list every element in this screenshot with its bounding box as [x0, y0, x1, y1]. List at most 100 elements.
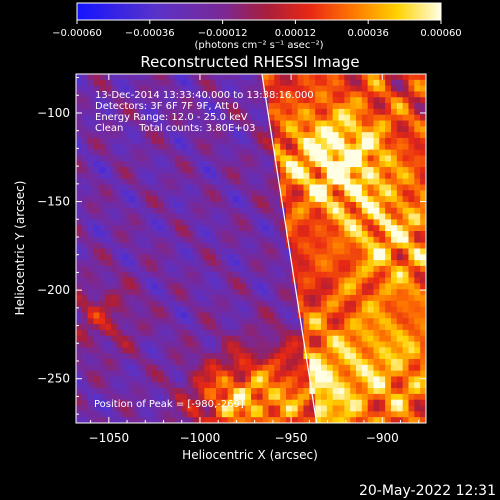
heatmap-cell	[344, 236, 351, 244]
heatmap-cell	[210, 318, 217, 325]
heatmap-cell	[140, 97, 147, 104]
heatmap-cell	[204, 108, 211, 116]
heatmap-cell	[315, 370, 322, 377]
heatmap-cell	[420, 219, 427, 226]
heatmap-cell	[140, 312, 147, 319]
heatmap-cell	[76, 201, 83, 209]
heatmap-cell	[146, 137, 153, 145]
heatmap-cell	[303, 161, 310, 168]
heatmap-cell	[326, 167, 334, 174]
heatmap-cell	[122, 359, 129, 366]
heatmap-cell	[309, 231, 316, 238]
heatmap-cell	[128, 132, 135, 139]
heatmap-cell	[408, 289, 415, 296]
heatmap-cell	[93, 399, 100, 406]
heatmap-cell	[175, 161, 182, 168]
heatmap-cell	[221, 143, 229, 151]
heatmap-cell	[379, 167, 386, 174]
heatmap-cell	[338, 260, 345, 267]
heatmap-cell	[181, 97, 188, 104]
heatmap-cell	[245, 376, 252, 383]
heatmap-cell	[332, 120, 339, 127]
heatmap-cell	[122, 376, 129, 383]
heatmap-cell	[303, 190, 310, 197]
heatmap-cell	[181, 277, 188, 284]
heatmap-cell	[385, 231, 392, 238]
heatmap-cell	[274, 178, 281, 185]
heatmap-cell	[286, 260, 293, 267]
heatmap-cell	[280, 265, 287, 273]
heatmap-cell	[332, 149, 339, 156]
heatmap-cell	[338, 97, 345, 104]
heatmap-cell	[379, 207, 386, 214]
heatmap-cell	[151, 172, 159, 180]
plot-frame	[75, 73, 427, 424]
heatmap-cell	[268, 219, 275, 226]
heatmap-cell	[210, 190, 217, 197]
heatmap-cell	[385, 155, 392, 162]
heatmap-cell	[198, 300, 205, 308]
heatmap-cell	[116, 190, 124, 197]
heatmap-cell	[332, 161, 339, 168]
heatmap-cell	[385, 405, 392, 412]
heatmap-cell	[332, 411, 339, 418]
heatmap-cell	[367, 393, 374, 401]
heatmap-cell	[274, 219, 281, 226]
heatmap-cell	[303, 236, 310, 244]
heatmap-cell	[221, 178, 229, 185]
colorbar-units: (photons cm⁻² s⁻¹ asec⁻²)	[194, 40, 323, 51]
heatmap-cell	[99, 260, 106, 267]
heatmap-cell	[76, 184, 83, 191]
heatmap-cell	[303, 242, 310, 249]
heatmap-cell	[367, 207, 374, 214]
heatmap-cell	[286, 231, 293, 238]
heatmap-cell	[134, 74, 141, 81]
heatmap-cell	[169, 393, 176, 401]
heatmap-cell	[414, 399, 421, 406]
heatmap-cell	[216, 79, 223, 87]
heatmap-cell	[122, 318, 129, 325]
heatmap-cell	[175, 178, 182, 185]
heatmap-cell	[408, 370, 415, 377]
heatmap-cell	[192, 103, 199, 110]
heatmap-cell	[262, 405, 269, 412]
heatmap-cell	[157, 318, 164, 325]
heatmap-cell	[239, 219, 246, 226]
heatmap-cell	[245, 114, 252, 121]
heatmap-cell	[286, 149, 293, 156]
heatmap-cell	[291, 103, 299, 110]
heatmap-cell	[251, 359, 258, 366]
heatmap-cell	[315, 108, 322, 116]
heatmap-cell	[157, 417, 164, 424]
heatmap-cell	[216, 184, 223, 191]
heatmap-cell	[134, 335, 141, 342]
heatmap-cell	[356, 126, 363, 133]
heatmap-cell	[239, 364, 246, 372]
heatmap-cell	[81, 108, 89, 116]
heatmap-cell	[157, 184, 164, 191]
heatmap-cell	[274, 265, 281, 273]
heatmap-cell	[280, 85, 287, 92]
heatmap-cell	[134, 393, 141, 401]
heatmap-cell	[356, 79, 363, 87]
heatmap-cell	[186, 335, 194, 342]
heatmap-cell	[233, 399, 240, 406]
heatmap-cell	[122, 167, 129, 174]
heatmap-cell	[146, 295, 153, 302]
heatmap-cell	[361, 265, 369, 273]
heatmap-cell	[192, 231, 199, 238]
heatmap-cell	[251, 219, 258, 226]
heatmap-cell	[140, 167, 147, 174]
heatmap-cell	[87, 318, 94, 325]
heatmap-cell	[414, 167, 421, 174]
heatmap-cell	[111, 242, 118, 249]
heatmap-cell	[146, 231, 153, 238]
heatmap-cell	[192, 114, 199, 121]
heatmap-cell	[245, 120, 252, 127]
heatmap-cell	[379, 114, 386, 121]
heatmap-cell	[262, 108, 269, 116]
heatmap-cell	[163, 300, 170, 308]
heatmap-cell	[146, 132, 153, 139]
heatmap-cell	[315, 306, 322, 313]
heatmap-cell	[414, 329, 421, 337]
